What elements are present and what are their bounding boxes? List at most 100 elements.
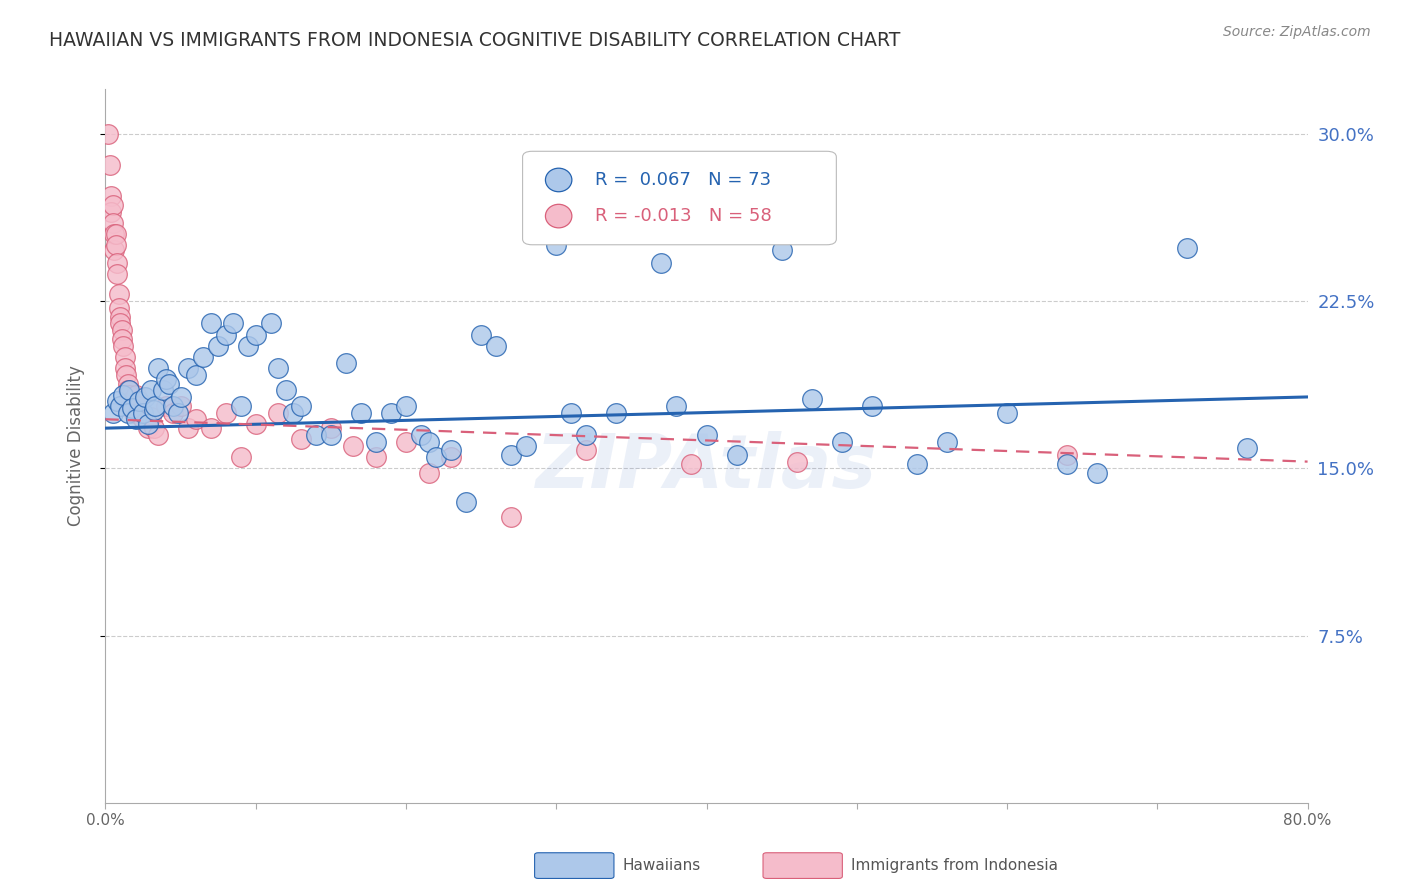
Point — [117, 384, 139, 398]
Point — [418, 434, 440, 449]
Point — [191, 350, 214, 364]
Point — [335, 356, 357, 371]
Point — [380, 405, 402, 420]
Point — [409, 427, 432, 442]
Point — [118, 387, 141, 401]
Point — [274, 384, 297, 398]
Point — [245, 327, 267, 342]
Point — [111, 323, 134, 337]
Point — [395, 399, 418, 413]
Point — [132, 412, 155, 426]
Point — [290, 433, 312, 447]
Point — [395, 434, 418, 449]
Point — [454, 494, 477, 508]
Point — [440, 443, 463, 458]
Point — [101, 198, 124, 212]
Point — [121, 399, 143, 413]
Point — [101, 405, 124, 420]
Point — [1056, 457, 1078, 471]
Point — [120, 394, 142, 409]
Point — [636, 220, 658, 235]
Point — [142, 403, 165, 417]
Point — [245, 417, 267, 431]
Point — [112, 387, 135, 401]
Point — [169, 390, 191, 404]
Point — [110, 399, 132, 413]
Point — [121, 401, 143, 416]
Text: ZIPAtlas: ZIPAtlas — [536, 431, 877, 504]
Point — [103, 227, 125, 241]
Point — [155, 372, 177, 386]
Point — [112, 338, 135, 352]
Point — [214, 327, 236, 342]
Y-axis label: Cognitive Disability: Cognitive Disability — [66, 366, 84, 526]
Point — [114, 360, 136, 375]
Point — [97, 127, 120, 141]
Point — [770, 243, 793, 257]
Ellipse shape — [546, 204, 572, 227]
Point — [238, 338, 260, 352]
Point — [107, 268, 129, 282]
Point — [831, 434, 853, 449]
Point — [103, 243, 125, 257]
Point — [152, 384, 174, 398]
Point — [860, 399, 883, 413]
Point — [142, 421, 165, 435]
Point — [425, 450, 447, 465]
Point — [681, 457, 703, 471]
Point — [200, 317, 222, 331]
Point — [157, 376, 180, 391]
Point — [124, 412, 146, 426]
Point — [115, 368, 138, 382]
Point — [319, 421, 342, 435]
Point — [111, 332, 134, 346]
Point — [260, 317, 283, 331]
Point — [101, 216, 124, 230]
Point — [98, 158, 121, 172]
Point — [177, 360, 200, 375]
Point — [560, 405, 582, 420]
Text: Hawaiians: Hawaiians — [623, 858, 700, 873]
Point — [665, 399, 688, 413]
Point — [184, 412, 207, 426]
Point — [169, 399, 191, 413]
Point — [229, 450, 252, 465]
Point — [132, 405, 155, 420]
Point — [207, 338, 229, 352]
Point — [501, 510, 523, 524]
Point — [124, 387, 146, 401]
Text: R = -0.013   N = 58: R = -0.013 N = 58 — [595, 207, 772, 225]
Point — [515, 439, 537, 453]
FancyBboxPatch shape — [523, 152, 837, 244]
Text: Source: ZipAtlas.com: Source: ZipAtlas.com — [1223, 25, 1371, 39]
Point — [575, 427, 598, 442]
Point — [342, 439, 364, 453]
Point — [364, 450, 387, 465]
Point — [1056, 448, 1078, 462]
Point — [319, 427, 342, 442]
Point — [107, 394, 129, 409]
Point — [267, 405, 290, 420]
Text: HAWAIIAN VS IMMIGRANTS FROM INDONESIA COGNITIVE DISABILITY CORRELATION CHART: HAWAIIAN VS IMMIGRANTS FROM INDONESIA CO… — [49, 31, 901, 50]
Point — [108, 287, 131, 301]
Point — [134, 390, 156, 404]
Point — [114, 350, 136, 364]
Point — [546, 238, 568, 252]
Point — [117, 376, 139, 391]
Point — [575, 443, 598, 458]
Point — [905, 457, 928, 471]
Point — [786, 455, 808, 469]
Point — [283, 405, 305, 420]
Point — [122, 405, 145, 420]
Point — [146, 427, 169, 442]
Point — [155, 399, 177, 413]
Point — [118, 384, 141, 398]
Point — [1236, 442, 1258, 455]
Point — [222, 317, 245, 331]
Point — [1175, 240, 1198, 255]
Point — [107, 256, 129, 270]
Point — [100, 204, 122, 219]
Point — [128, 394, 150, 409]
Point — [290, 399, 312, 413]
Point — [650, 256, 672, 270]
